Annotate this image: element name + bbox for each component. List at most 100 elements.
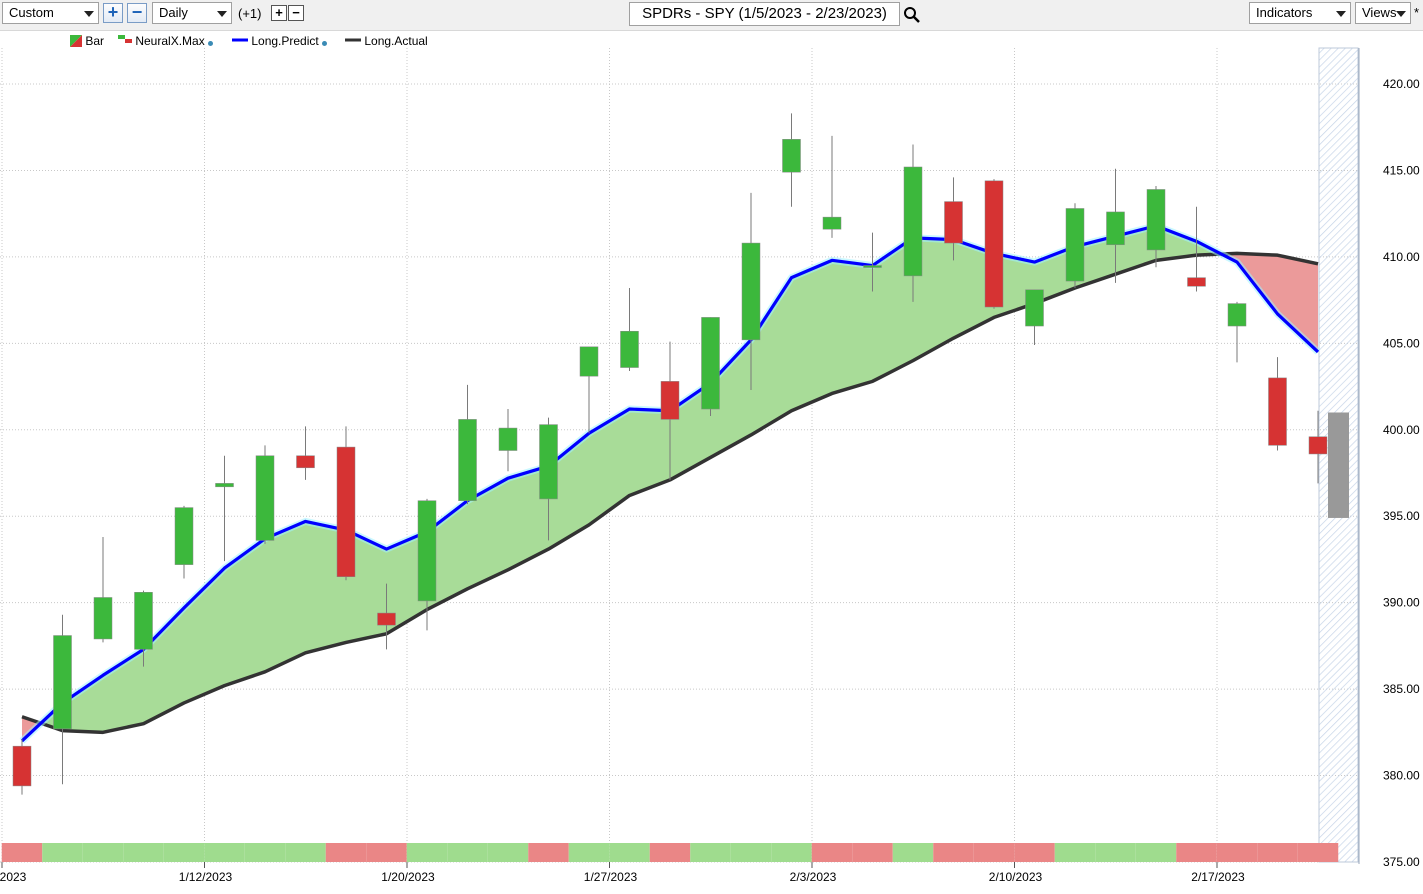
signal-strip-cell: [811, 843, 853, 862]
candle[interactable]: [620, 288, 639, 371]
candle-body-up: [1146, 189, 1166, 251]
fill-segment: [832, 260, 873, 394]
fill-segment: [751, 277, 792, 435]
offset-decrease-button[interactable]: −: [288, 5, 304, 21]
candle-body-up: [903, 166, 923, 277]
candle[interactable]: [417, 498, 437, 631]
legend-item-long-predict[interactable]: Long.Predict: [232, 33, 327, 49]
candle-body-down: [12, 745, 32, 787]
candle-body-down: [984, 180, 1004, 308]
indicators-select[interactable]: Indicators: [1249, 2, 1351, 24]
y-tick-label: 410.00: [1383, 250, 1420, 264]
signal-strip-cell: [204, 843, 245, 862]
candle[interactable]: [1106, 168, 1125, 283]
candle[interactable]: [701, 317, 720, 416]
x-tick-label: 1/27/2023: [584, 870, 638, 884]
chevron-down-icon: [217, 11, 227, 17]
chart-background: [0, 31, 1423, 894]
zoom-out-button[interactable]: −: [127, 3, 147, 23]
views-select[interactable]: Views: [1355, 2, 1411, 24]
signal-strip-cell: [649, 843, 691, 862]
signal-strip-cell: [244, 843, 286, 862]
forecast-bar[interactable]: [1328, 412, 1349, 518]
candle[interactable]: [863, 232, 882, 292]
magnifier-icon[interactable]: [903, 6, 921, 24]
candle[interactable]: [498, 409, 518, 472]
candle-body-up: [215, 483, 234, 488]
candle-body-down: [296, 455, 315, 469]
toolbar: Custom + − Daily (+1) + − SPDRs - SPY (1…: [0, 0, 1423, 31]
candle[interactable]: [579, 346, 599, 434]
candle[interactable]: [458, 384, 477, 505]
candle-body-down: [377, 612, 396, 626]
period-select-value: Custom: [9, 5, 54, 20]
candle[interactable]: [215, 455, 234, 562]
x-tick-label: 1/12/2023: [179, 870, 233, 884]
y-tick-label: 395.00: [1383, 509, 1420, 523]
candle[interactable]: [296, 426, 315, 480]
candle-body-down: [1187, 277, 1206, 287]
signal-strip-cell: [973, 843, 1015, 862]
signal-strip-cell: [285, 843, 326, 862]
legend-item-long-actual[interactable]: Long.Actual: [345, 33, 428, 49]
candle[interactable]: [93, 536, 113, 643]
signal-strip-cell: [325, 843, 367, 862]
signal-strip-cell: [1, 843, 43, 862]
chevron-down-icon: [1396, 11, 1406, 17]
candle[interactable]: [660, 341, 680, 480]
x-tick-label: 1/20/2023: [381, 870, 435, 884]
interval-select[interactable]: Daily: [152, 2, 232, 24]
signal-strip-cell: [568, 843, 610, 862]
candle-body-up: [498, 427, 518, 451]
candle[interactable]: [539, 417, 558, 541]
candle[interactable]: [174, 505, 194, 579]
candle[interactable]: [336, 426, 356, 581]
fill-segment: [386, 531, 427, 634]
candle[interactable]: [944, 177, 963, 261]
candle[interactable]: [1308, 410, 1328, 484]
offset-increase-button[interactable]: +: [271, 5, 287, 21]
candle[interactable]: [741, 192, 761, 391]
signal-strip: [1, 843, 1339, 862]
candle-body-up: [93, 597, 113, 640]
y-tick-label: 420.00: [1383, 77, 1420, 91]
candle-body-up: [863, 265, 882, 268]
candle[interactable]: [1025, 289, 1044, 346]
period-select[interactable]: Custom: [2, 2, 99, 24]
candle-body-up: [53, 635, 72, 730]
chart-title-box[interactable]: SPDRs - SPY (1/5/2023 - 2/23/2023): [629, 2, 900, 26]
candle-body-up: [741, 242, 761, 341]
candle[interactable]: [984, 179, 1004, 309]
signal-strip-cell: [123, 843, 164, 862]
signal-strip-cell: [487, 843, 529, 862]
fill-segment: [1156, 225, 1197, 261]
candle[interactable]: [782, 113, 801, 207]
candle[interactable]: [53, 614, 72, 785]
candle[interactable]: [903, 144, 923, 302]
chart-title: SPDRs - SPY (1/5/2023 - 2/23/2023): [642, 5, 887, 22]
candle[interactable]: [1065, 203, 1085, 289]
legend-item-neuralx-max[interactable]: NeuralX.Max: [118, 33, 213, 49]
signal-strip-cell: [771, 843, 812, 862]
zoom-in-button[interactable]: +: [103, 3, 123, 23]
candle[interactable]: [377, 583, 396, 650]
candle[interactable]: [134, 590, 153, 667]
indicators-select-value: Indicators: [1256, 5, 1313, 20]
candle-body-up: [620, 330, 639, 368]
candle-body-up: [1025, 289, 1044, 327]
candle[interactable]: [1187, 206, 1206, 292]
candle[interactable]: [1227, 301, 1247, 363]
candle[interactable]: [255, 445, 275, 544]
candle[interactable]: [1146, 186, 1166, 268]
candle[interactable]: [1268, 357, 1287, 451]
fill-segment: [346, 530, 387, 643]
y-tick-label: 415.00: [1383, 163, 1420, 177]
fill-segment: [589, 409, 630, 525]
candle[interactable]: [822, 135, 842, 238]
chevron-down-icon: [1336, 11, 1346, 17]
signal-strip-cell: [1176, 843, 1217, 862]
y-tick-label: 400.00: [1383, 423, 1420, 437]
legend-item-bar[interactable]: Bar: [70, 33, 104, 49]
candle[interactable]: [12, 739, 32, 795]
